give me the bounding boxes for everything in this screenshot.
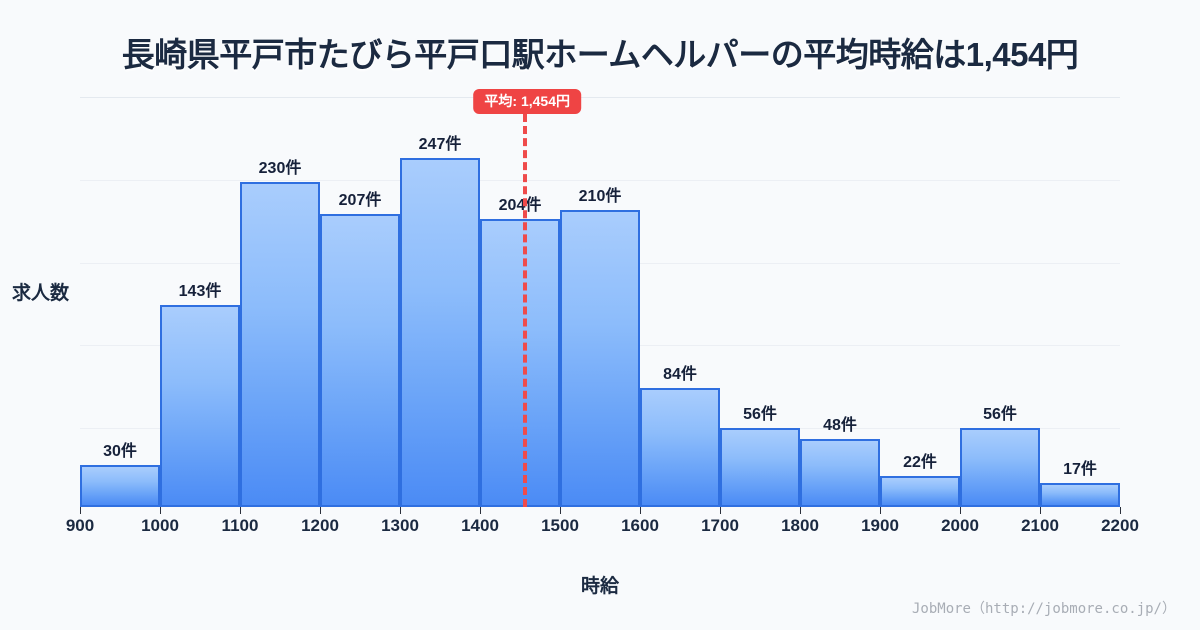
bar-group: 84件 [640, 97, 720, 514]
x-axis-tick [400, 507, 401, 514]
bar-value-label: 48件 [823, 417, 857, 434]
bar[interactable] [240, 182, 320, 507]
bar-group: 207件 [320, 97, 400, 514]
bar-value-label: 143件 [178, 283, 222, 300]
bar-value-label: 84件 [663, 366, 697, 383]
bar[interactable] [960, 428, 1040, 507]
x-axis-tick [240, 507, 241, 514]
bar-group: 56件 [960, 97, 1040, 514]
gridline [80, 180, 1120, 181]
bar-group: 247件 [400, 97, 480, 514]
x-axis-tick [880, 507, 881, 514]
x-axis-tick [640, 507, 641, 514]
page-title: 長崎県平戸市たびら平戸口駅ホームヘルパーの平均時給は1,454円 [121, 36, 1079, 73]
bar-group: 204件 [480, 97, 560, 514]
bar-value-label: 230件 [258, 160, 302, 177]
x-axis-tick [480, 507, 481, 514]
x-axis-tick [160, 507, 161, 514]
bar[interactable] [640, 388, 720, 507]
bar[interactable] [800, 439, 880, 507]
bar[interactable] [160, 305, 240, 507]
x-axis-tick-label: 1900 [861, 516, 899, 535]
plot-area: 30件 143件 230件 207件 247件 204件 210件 84件 56件 48件 22件 5… [80, 89, 1121, 514]
bar[interactable] [400, 158, 480, 507]
bar-group: 143件 [160, 97, 240, 514]
bar-value-label: 22件 [903, 454, 937, 471]
bar[interactable] [880, 476, 960, 507]
bar[interactable] [80, 465, 160, 507]
x-axis-tick [1120, 507, 1121, 514]
x-axis-tick [560, 507, 561, 514]
x-axis-tick [960, 507, 961, 514]
x-axis-tick-label: 900 [65, 516, 95, 535]
bar-value-label: 207件 [338, 192, 382, 209]
x-axis-tick-label: 1300 [381, 516, 419, 535]
bar-value-label: 210件 [578, 188, 622, 205]
x-axis-tick-label: 1500 [541, 516, 579, 535]
x-axis-tick-label: 1800 [781, 516, 819, 535]
plot-top-border [80, 97, 1120, 98]
bar[interactable] [560, 210, 640, 507]
x-axis-tick-label: 2100 [1021, 516, 1059, 535]
x-axis-tick-label: 1200 [301, 516, 339, 535]
bar-value-label: 204件 [498, 197, 542, 214]
x-axis-tick-label: 1700 [701, 516, 739, 535]
bar-series: 30件 143件 230件 207件 247件 204件 210件 84件 56件 48件 22件 5… [80, 97, 1121, 514]
x-axis-tick [80, 507, 81, 514]
x-axis-tick [320, 507, 321, 514]
average-line: 平均: 1,454円 [473, 89, 581, 507]
bar[interactable] [1040, 483, 1120, 507]
bar-group: 210件 [560, 97, 640, 514]
bar[interactable] [320, 214, 400, 507]
bar-value-label: 30件 [103, 443, 137, 460]
bar-value-label: 56件 [983, 406, 1017, 423]
x-axis-tick-label: 1400 [461, 516, 499, 535]
bar-group: 22件 [880, 97, 960, 514]
x-axis-tick-label: 1600 [621, 516, 659, 535]
watermark: JobMore（http://jobmore.co.jp/） [911, 601, 1176, 617]
x-axis-tick [800, 507, 801, 514]
bar-group: 56件 [720, 97, 800, 514]
y-axis-title: 求人数 [12, 283, 70, 304]
bar-group: 230件 [240, 97, 320, 514]
average-badge: 平均: 1,454円 [473, 89, 581, 114]
bar-group: 48件 [800, 97, 880, 514]
x-axis-tick-label: 1100 [221, 516, 259, 535]
bar-value-label: 56件 [743, 406, 777, 423]
x-axis-tick [1040, 507, 1041, 514]
x-axis-title: 時給 [580, 576, 619, 597]
bar[interactable] [720, 428, 800, 507]
bar-group: 30件 [80, 97, 160, 514]
x-axis-tick-label: 1000 [141, 516, 179, 535]
x-axis-tick-label: 2200 [1101, 516, 1139, 535]
bar-value-label: 247件 [418, 136, 462, 153]
bar-group: 17件 [1040, 97, 1120, 514]
x-axis-tick [720, 507, 721, 514]
bar[interactable] [480, 219, 560, 507]
x-axis-tick-label: 2000 [941, 516, 979, 535]
bar-value-label: 17件 [1063, 461, 1097, 478]
